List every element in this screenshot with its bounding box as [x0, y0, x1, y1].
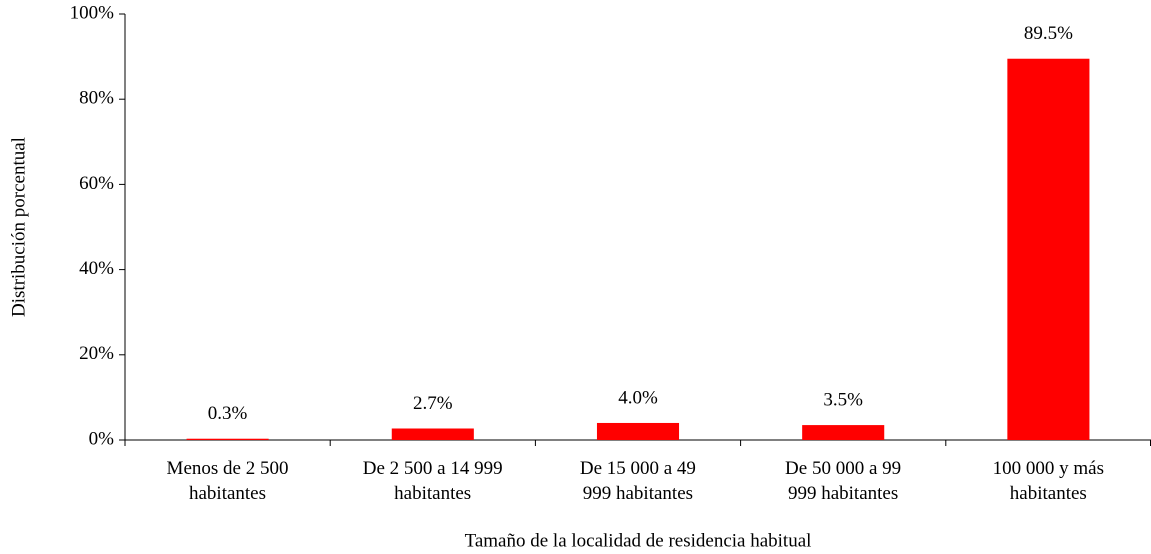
x-tick-label: 100 000 y más habitantes: [992, 458, 1104, 504]
y-tick-label: 80%: [79, 88, 114, 109]
y-tick-label: 0%: [89, 428, 115, 449]
bar: [596, 422, 680, 440]
bar: [391, 428, 474, 440]
data-label: 4.0%: [618, 387, 658, 408]
data-label: 3.5%: [823, 389, 863, 410]
data-label: 2.7%: [413, 393, 453, 414]
data-label: 0.3%: [208, 403, 248, 424]
y-tick-label: 40%: [79, 258, 114, 279]
y-axis-title: Distribución porcentual: [8, 137, 29, 317]
x-tick-label: De 2 500 a 14 999 habitantes: [362, 458, 503, 504]
x-axis-title: Tamaño de la localidad de residencia hab…: [465, 530, 812, 551]
y-tick-label: 100%: [70, 2, 115, 23]
bar: [1007, 58, 1090, 440]
data-label: 89.5%: [1024, 23, 1073, 44]
y-tick-label: 60%: [79, 173, 114, 194]
bar: [186, 438, 269, 440]
x-tick-label: Menos de 2 500 habitantes: [166, 458, 289, 504]
x-tick-label: De 15 000 a 49 999 habitantes: [579, 458, 696, 504]
bar: [802, 425, 885, 440]
x-tick-label: De 50 000 a 99 999 habitantes: [785, 458, 902, 504]
y-tick-label: 20%: [79, 343, 114, 364]
